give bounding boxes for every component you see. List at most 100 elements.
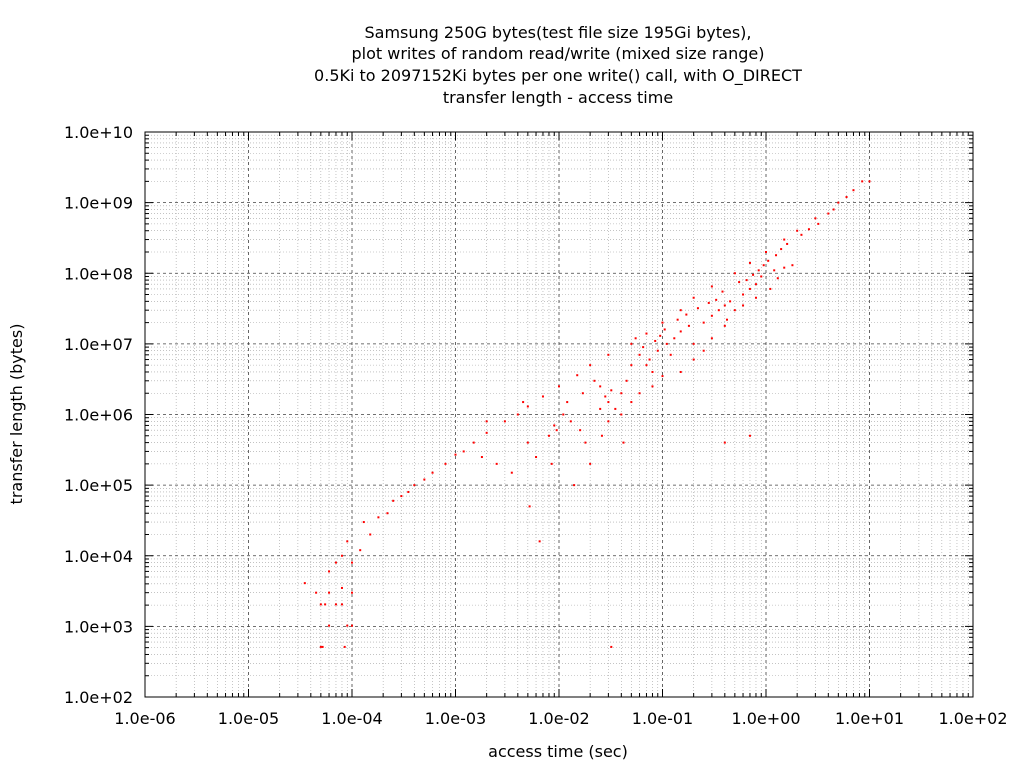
- data-point: [676, 318, 679, 321]
- x-tick-labels: 1.0e-06 1.0e-05 1.0e-04 1.0e-03 1.0e-02 1.0e-…: [114, 709, 1007, 728]
- data-point: [516, 413, 519, 416]
- x-tick-label: 1.0e-05: [218, 709, 279, 728]
- data-point: [600, 434, 603, 437]
- data-point: [334, 561, 337, 564]
- data-point: [868, 180, 871, 183]
- data-point: [765, 250, 767, 253]
- chart-title: Samsung 250G bytes(test file size 195Gi …: [314, 23, 802, 107]
- data-point: [748, 434, 751, 437]
- data-point: [510, 471, 513, 474]
- data-point: [622, 441, 625, 444]
- data-point: [661, 375, 664, 378]
- data-point: [321, 645, 324, 648]
- data-point: [642, 346, 645, 349]
- data-point: [593, 379, 596, 382]
- data-point: [783, 266, 786, 269]
- data-point: [791, 264, 794, 267]
- data-point: [346, 624, 349, 627]
- data-point: [343, 645, 346, 648]
- data-point: [687, 324, 690, 327]
- data-point: [454, 453, 457, 456]
- data-point: [648, 358, 651, 361]
- data-point: [717, 309, 720, 312]
- data-point: [814, 217, 817, 220]
- data-point: [503, 420, 506, 423]
- data-point: [324, 603, 327, 606]
- data-point: [630, 342, 633, 345]
- data-point: [738, 281, 741, 284]
- data-point: [392, 499, 395, 502]
- data-point: [656, 349, 659, 352]
- data-point: [610, 389, 613, 392]
- data-point: [495, 462, 498, 465]
- x-tick-label: 1.0e-01: [632, 709, 693, 728]
- data-point: [638, 353, 641, 356]
- data-point: [431, 471, 434, 474]
- data-point: [776, 277, 779, 280]
- data-point: [726, 318, 729, 321]
- data-point: [723, 441, 726, 444]
- data-point: [832, 208, 835, 211]
- data-point: [845, 196, 848, 199]
- data-point: [485, 420, 488, 423]
- y-axis-label: transfer length (bytes): [7, 324, 26, 505]
- data-point: [526, 405, 529, 408]
- data-point: [315, 591, 318, 594]
- data-point: [472, 441, 475, 444]
- data-point: [558, 385, 560, 388]
- data-point: [359, 549, 362, 552]
- data-point: [522, 401, 525, 404]
- data-point: [303, 582, 306, 585]
- data-point: [334, 603, 337, 606]
- data-point: [346, 540, 349, 543]
- data-point: [584, 441, 587, 444]
- data-point: [754, 283, 757, 286]
- data-point: [634, 337, 637, 340]
- data-point: [757, 269, 760, 272]
- data-point: [579, 429, 582, 432]
- data-points: [303, 180, 871, 648]
- y-tick-label: 1.0e+07: [64, 335, 133, 354]
- data-point: [721, 290, 724, 293]
- data-point: [651, 385, 654, 388]
- data-point: [607, 401, 610, 404]
- data-point: [729, 300, 732, 303]
- data-point: [599, 407, 602, 410]
- data-point: [786, 242, 789, 245]
- data-point: [423, 478, 426, 481]
- data-point: [607, 420, 610, 423]
- data-point: [773, 269, 776, 272]
- data-point: [328, 591, 331, 594]
- data-point: [589, 462, 592, 465]
- data-point: [663, 328, 666, 331]
- y-tick-label: 1.0e+05: [64, 476, 133, 495]
- data-point: [340, 554, 343, 557]
- data-point: [661, 321, 664, 324]
- data-point: [796, 229, 799, 232]
- data-point: [630, 364, 633, 367]
- data-point: [351, 624, 353, 627]
- x-tick-label: 1.0e+00: [731, 709, 800, 728]
- data-point: [569, 420, 572, 423]
- data-point: [679, 370, 682, 373]
- data-point: [723, 304, 726, 307]
- data-point: [702, 349, 705, 352]
- data-point: [783, 238, 786, 241]
- data-point: [707, 301, 710, 304]
- data-point: [645, 332, 648, 335]
- title-line-2: plot writes of random read/write (mixed …: [352, 44, 765, 63]
- data-point: [710, 337, 713, 340]
- data-point: [861, 180, 864, 183]
- data-point: [444, 462, 447, 465]
- plot-border: [144, 131, 974, 698]
- data-point: [400, 495, 403, 498]
- data-point: [620, 413, 623, 416]
- y-tick-label: 1.0e+06: [64, 406, 133, 425]
- data-point: [752, 273, 755, 276]
- data-point: [769, 287, 772, 290]
- data-point: [762, 264, 765, 267]
- data-point: [599, 385, 602, 388]
- data-point: [340, 586, 343, 589]
- data-point: [754, 296, 757, 299]
